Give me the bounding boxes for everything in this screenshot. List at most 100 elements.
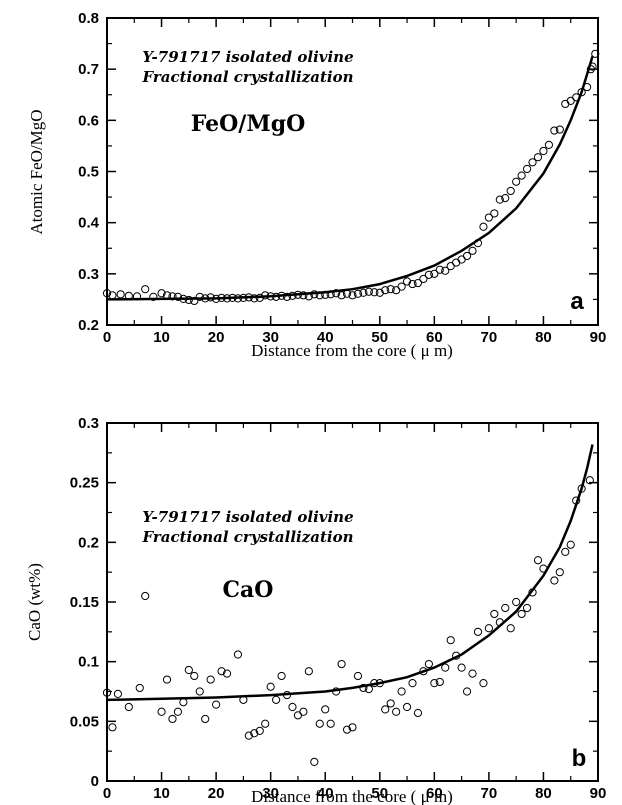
- data-point-a: [413, 278, 423, 288]
- data-point-b: [190, 671, 199, 681]
- annotation-title-a: FeO/MgO: [191, 111, 306, 137]
- data-point-a: [528, 158, 537, 167]
- y-tick-label-a: 0.2: [78, 317, 99, 334]
- data-point-b: [468, 669, 477, 678]
- data-point-b: [585, 476, 594, 485]
- data-point-b: [168, 714, 177, 724]
- x-tick-labels-a: 0 10 20 30 40 50 60 70 80 90: [103, 329, 607, 346]
- x-tick-label-a: 30: [262, 329, 279, 346]
- data-point-a: [250, 294, 259, 303]
- data-point-a: [408, 279, 417, 289]
- y-tick-label-b: 0.1: [78, 654, 99, 671]
- y-tick-label-a: 0.8: [78, 10, 99, 27]
- data-point-b: [277, 671, 286, 681]
- x-tick-label-a: 80: [535, 329, 552, 346]
- x-tick-label-b: 30: [262, 785, 279, 802]
- data-point-a: [157, 289, 166, 298]
- data-point-b: [135, 683, 144, 693]
- data-point-b: [162, 675, 172, 684]
- data-point-a: [381, 286, 390, 295]
- x-tick-label-a: 50: [371, 329, 388, 346]
- data-point-b: [435, 677, 444, 687]
- x-tick-label-b: 70: [481, 785, 498, 802]
- y-tick-labels-b: 0 0.05 0.1 0.15 0.2 0.25 0.3: [70, 415, 99, 790]
- axis-ticks-b: [106, 422, 599, 782]
- data-point-b: [441, 663, 450, 672]
- data-point-a: [522, 164, 532, 174]
- data-point-b: [392, 707, 401, 716]
- data-point-b: [173, 707, 183, 716]
- data-point-b: [533, 556, 543, 565]
- data-point-b: [517, 609, 526, 619]
- data-point-a: [490, 209, 499, 218]
- y-tick-label-a: 0.5: [78, 164, 99, 181]
- data-point-a: [364, 287, 373, 296]
- x-tick-label-b: 50: [371, 785, 388, 802]
- data-point-b: [501, 603, 510, 613]
- x-tick-label-a: 90: [590, 329, 607, 346]
- data-point-b: [337, 659, 346, 669]
- y-tick-label-b: 0.3: [78, 415, 99, 432]
- data-point-b: [413, 708, 423, 718]
- data-point-b: [201, 714, 210, 724]
- data-point-b: [550, 576, 559, 585]
- x-axis-label-b: Distance from the core ( μ m): [251, 787, 453, 805]
- data-point-a: [141, 285, 150, 294]
- panel-label-b: b: [572, 745, 587, 772]
- data-point-b: [184, 665, 193, 675]
- data-point-b: [113, 689, 123, 698]
- data-point-b: [402, 702, 412, 712]
- data-point-a: [102, 289, 112, 298]
- data-point-a: [479, 222, 488, 231]
- data-point-b: [304, 667, 313, 676]
- data-point-b: [288, 702, 297, 712]
- data-point-b: [462, 687, 472, 696]
- data-point-b: [195, 687, 204, 696]
- data-point-b: [272, 695, 281, 704]
- x-tick-label-b: 10: [153, 785, 170, 802]
- data-point-b: [408, 679, 417, 688]
- x-tick-label-b: 20: [208, 785, 225, 802]
- data-point-a: [484, 213, 493, 222]
- data-point-b: [479, 679, 488, 688]
- data-point-b: [315, 719, 324, 728]
- data-point-b: [141, 591, 150, 601]
- data-point-a: [462, 251, 472, 261]
- data-point-b: [233, 650, 243, 659]
- annotation-line1-a: Y-791717 isolated olivine: [142, 48, 353, 66]
- data-point-b: [381, 705, 390, 714]
- x-tick-label-b: 60: [426, 785, 443, 802]
- y-tick-label-b: 0.15: [70, 594, 99, 611]
- data-point-b: [299, 707, 308, 716]
- data-point-a: [353, 289, 363, 298]
- x-tick-label-a: 70: [481, 329, 498, 346]
- data-point-b: [473, 627, 483, 636]
- y-tick-label-b: 0.2: [78, 534, 99, 551]
- model-curve-b: [106, 444, 594, 702]
- data-point-a: [386, 285, 395, 294]
- data-point-b: [321, 705, 330, 714]
- data-point-a: [501, 194, 510, 203]
- panel-label-a: a: [570, 288, 584, 315]
- data-point-a: [435, 265, 444, 274]
- y-tick-label-a: 0.7: [78, 61, 99, 78]
- x-tick-label-a: 60: [426, 329, 443, 346]
- data-point-a: [550, 126, 559, 135]
- data-point-a: [539, 146, 548, 156]
- data-points-b: [102, 476, 594, 767]
- annotation-line1-b: Y-791717 isolated olivine: [142, 508, 353, 526]
- data-point-b: [359, 683, 368, 693]
- x-axis-label-a: Distance from the core ( μ m): [251, 341, 453, 360]
- x-tick-label-b: 0: [103, 785, 111, 802]
- data-point-b: [555, 568, 564, 577]
- y-tick-label-b: 0: [91, 773, 99, 790]
- data-point-b: [310, 757, 319, 767]
- y-tick-label-b: 0.05: [70, 713, 99, 730]
- data-point-b: [157, 707, 166, 716]
- data-point-b: [522, 603, 532, 613]
- data-point-b: [212, 700, 221, 709]
- data-point-b: [179, 698, 188, 707]
- data-point-b: [102, 688, 112, 697]
- panel-b-cao: 0 10 20 30 40 50 60 70 80 90 00.050.10.150.20.250…: [25, 415, 606, 805]
- data-point-b: [353, 671, 363, 681]
